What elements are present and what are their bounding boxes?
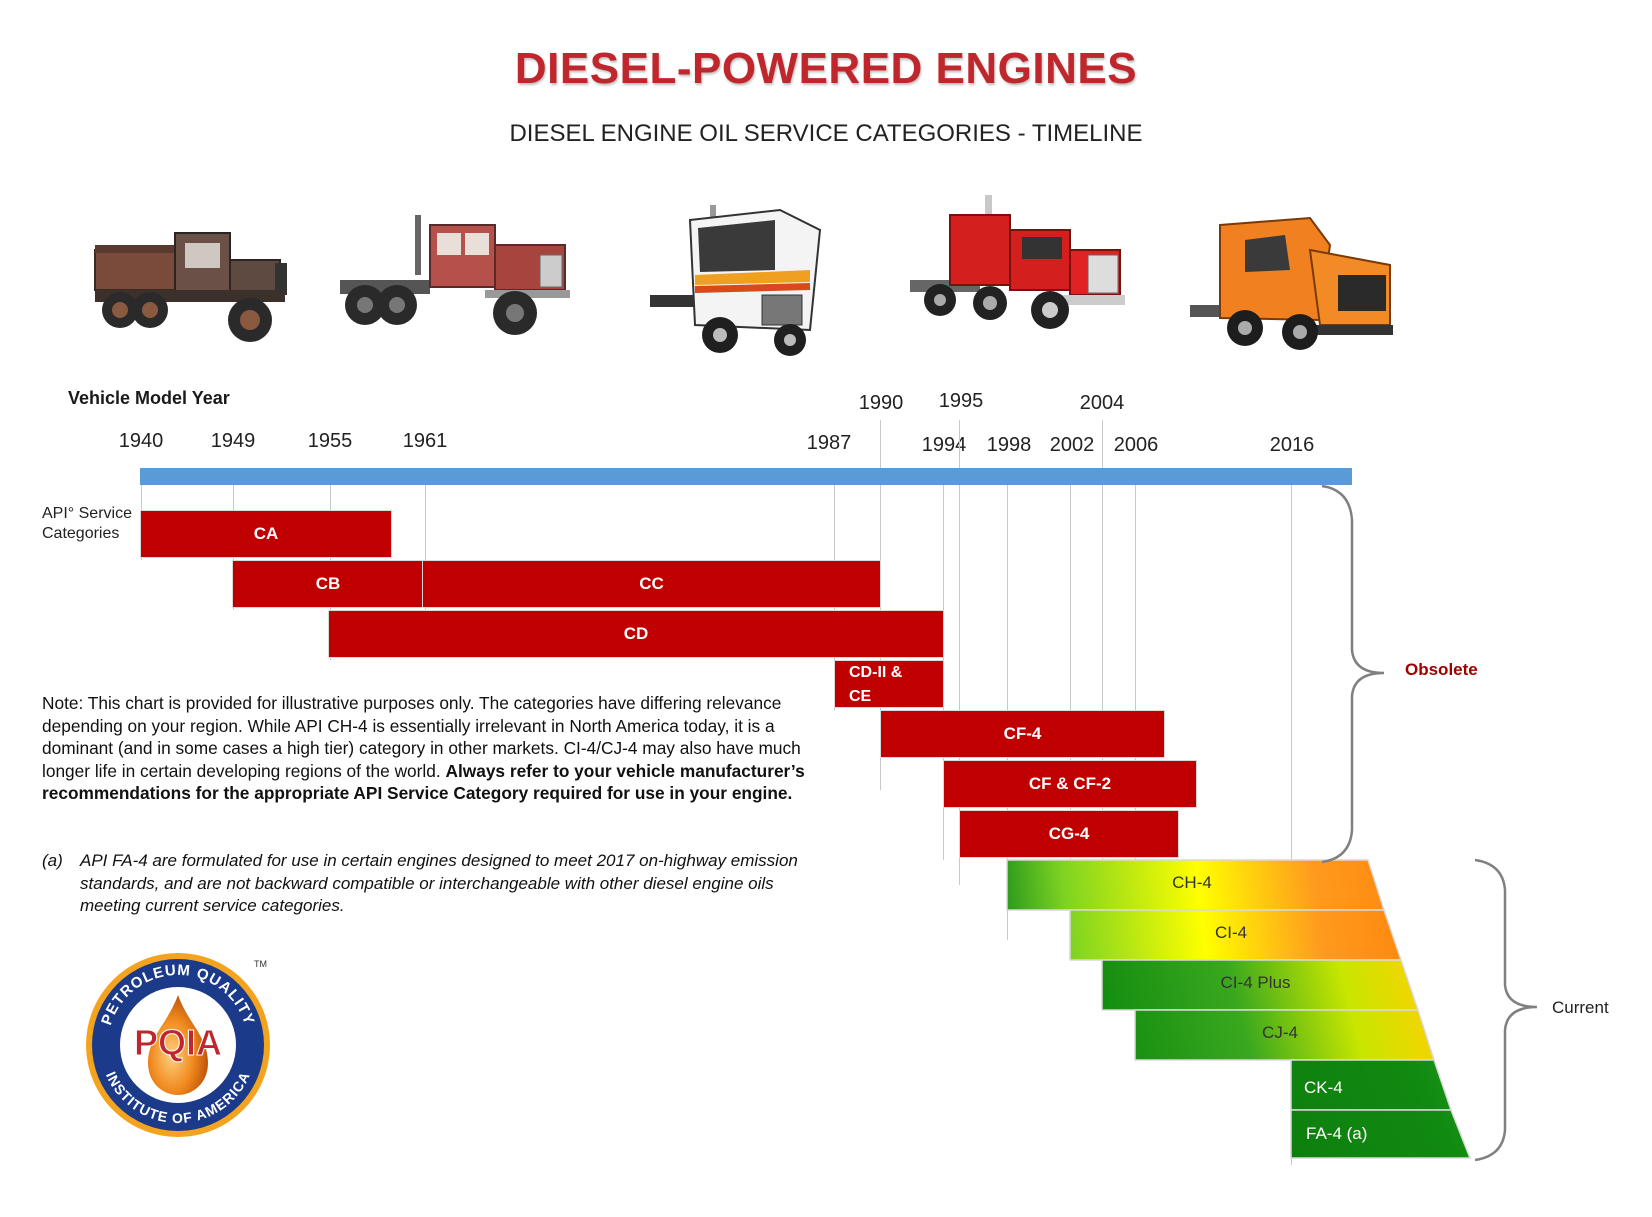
category-ca-label: CA (253, 524, 279, 543)
note-text: Note: This chart is provided for illustr… (42, 693, 801, 781)
year-2002: 2002 (1049, 434, 1095, 456)
orange-semi-truck-icon (1190, 216, 1393, 350)
red-semi-truck-icon (910, 195, 1125, 329)
category-ci-4-label: CI-4 (1214, 923, 1248, 942)
page-subtitle: DIESEL ENGINE OIL SERVICE CATEGORIES - T… (509, 120, 1143, 147)
footnote-text: API FA-4 are formulated for use in certa… (80, 851, 798, 915)
category-cd2-label-line1: CD-II & (849, 664, 903, 681)
api-label-line2: Categories (42, 525, 120, 542)
category-ck-4-label: CK-4 (1304, 1078, 1343, 1097)
timeline-bar (140, 468, 1352, 485)
vehicle-model-year-label: Vehicle Model Year (68, 388, 230, 408)
category-cd-label: CD (623, 624, 649, 643)
category-cg-4: CG-4 (959, 810, 1179, 858)
category-cc-label: CC (639, 574, 664, 593)
category-cj-4-label: CJ-4 (1262, 1023, 1298, 1042)
pqia-logo: PETROLEUM QUALITY INSTITUTE OF AMERICA P… (86, 953, 270, 1137)
obsolete-label: Obsolete (1405, 660, 1478, 679)
footnote-marker: (a) (42, 851, 63, 870)
obsolete-brace (1321, 484, 1385, 864)
year-1994: 1994 (921, 434, 967, 456)
cabover-truck-icon (650, 205, 822, 356)
note-bold-text: Always refer to your vehicle manufacture… (42, 760, 805, 804)
current-label: Current (1552, 998, 1609, 1017)
note-paragraph: Note: This chart is provided for illustr… (42, 692, 832, 805)
year-1940: 1940 (118, 430, 164, 452)
red-vintage-tractor-icon (340, 215, 570, 335)
year-2004: 2004 (1079, 392, 1125, 414)
gridline-1961 (425, 485, 426, 610)
year-1949: 1949 (210, 430, 256, 452)
category-ca: CA (140, 510, 392, 558)
category-cf4-label: CF-4 (1003, 724, 1042, 743)
logo-tm: TM (254, 959, 267, 969)
category-ch-4-label: CH-4 (1172, 873, 1212, 892)
category-cd: CD (328, 610, 944, 658)
year-1998: 1998 (986, 434, 1032, 456)
category-ci-4-plus-label: CI-4 Plus (1220, 973, 1291, 992)
category-cb-label: CB (315, 574, 341, 593)
year-1987: 1987 (806, 432, 852, 454)
category-cd2-label-line2: CE (849, 688, 872, 705)
gridline-1995 (959, 420, 960, 885)
category-cg4-label: CG-4 (1048, 824, 1090, 843)
year-2006: 2006 (1113, 434, 1159, 456)
category-cf-cf-2: CF & CF-2 (943, 760, 1197, 808)
category-cb: CB (232, 560, 424, 608)
category-fa-4-bar (1290, 1109, 1472, 1159)
category-cf-label: CF & CF-2 (1028, 774, 1112, 793)
category-cc: CC (422, 560, 881, 608)
logo-center-text: PQIA (134, 1022, 222, 1063)
page-title: DIESEL-POWERED ENGINES (514, 44, 1138, 93)
year-1990: 1990 (858, 392, 904, 414)
vintage-dump-truck-icon (94, 232, 287, 342)
gridline-2016 (1291, 485, 1292, 1165)
year-2016: 2016 (1269, 434, 1315, 456)
year-1961: 1961 (402, 430, 448, 452)
api-service-categories-label: API° Service Categories (42, 504, 132, 544)
year-1995: 1995 (938, 390, 984, 412)
category-cd-ii-ce: CD-II & CE (834, 660, 944, 708)
category-cf-4: CF-4 (880, 710, 1165, 758)
api-label-line1: API° Service (42, 505, 132, 522)
current-brace (1474, 858, 1538, 1162)
year-1955: 1955 (307, 430, 353, 452)
category-fa-4-label: FA-4 (a) (1306, 1124, 1368, 1143)
